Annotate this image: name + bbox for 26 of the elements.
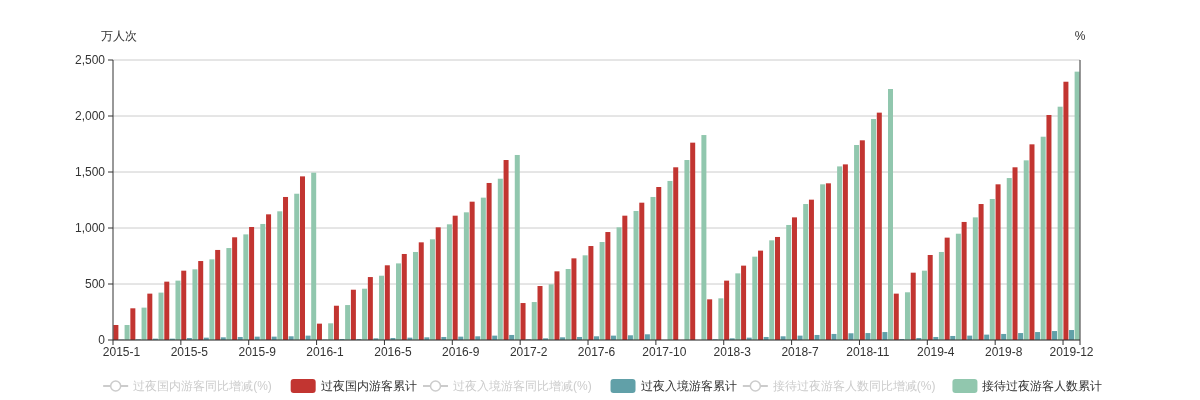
x-tick-label: 2019-12 — [1049, 345, 1094, 359]
x-tick-label: 2017-6 — [577, 345, 616, 359]
x-tick-label: 2018-7 — [781, 345, 820, 359]
x-tick-label: 2016-9 — [442, 345, 480, 359]
legend-label: 过夜国内游客累计 — [320, 379, 417, 394]
y-tick-label: 2,500 — [74, 53, 106, 68]
y-tick-label: 1,000 — [74, 221, 106, 236]
y-tick-label: 500 — [84, 277, 106, 292]
x-tick-label: 2015-5 — [170, 345, 209, 359]
x-tick-label: 2017-2 — [509, 345, 548, 359]
y-tick-label: 2,000 — [74, 109, 106, 124]
x-tick-label: 2015-9 — [238, 345, 277, 359]
x-tick-label: 2019-8 — [984, 345, 1023, 359]
y-tick-label: 1,500 — [74, 165, 106, 180]
x-tick-label: 2017-10 — [642, 345, 687, 359]
x-tick-label: 2015-1 — [102, 345, 141, 359]
legend-label: 接待过夜游客人数累计 — [982, 379, 1103, 394]
y2-axis-title: % — [1074, 29, 1086, 43]
legend-label: 过夜入境游客累计 — [640, 379, 737, 394]
y-tick-label: 0 — [98, 333, 106, 348]
x-tick-label: 2018-3 — [713, 345, 752, 359]
x-tick-label: 2018-11 — [846, 345, 890, 359]
x-tick-label: 2019-4 — [917, 345, 955, 359]
y-axis-title: 万人次 — [101, 29, 137, 43]
x-tick-label: 2016-5 — [374, 345, 412, 359]
x-tick-label: 2016-1 — [306, 345, 345, 359]
